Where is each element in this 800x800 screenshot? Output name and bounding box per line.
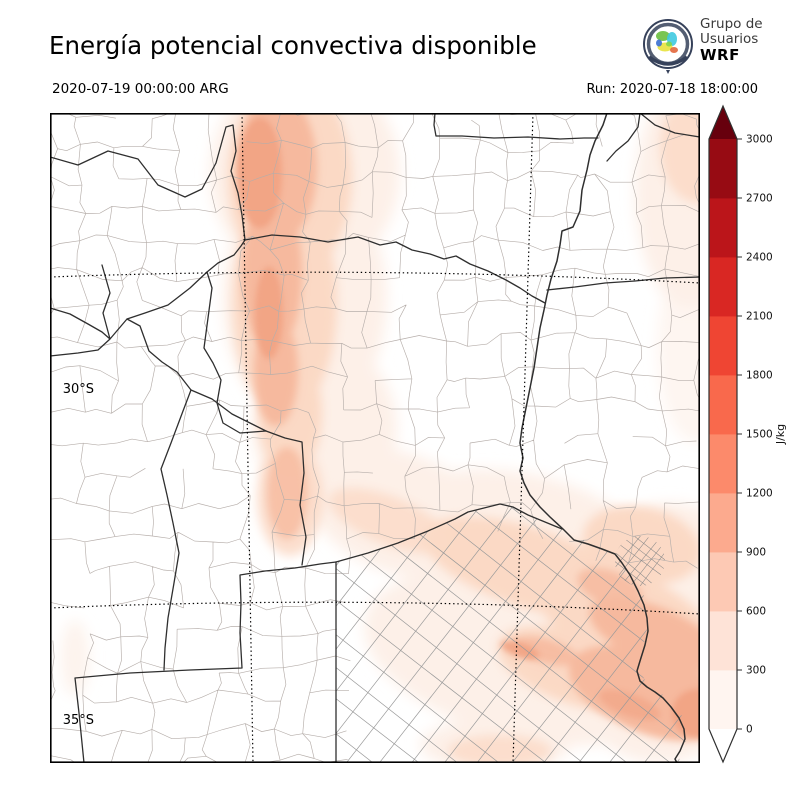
wrf-logo-emblem-icon <box>643 19 693 74</box>
page-title: Energía potencial convectiva disponible <box>49 31 537 60</box>
logo-line2: Usuarios <box>700 31 759 47</box>
svg-text:0: 0 <box>746 724 753 736</box>
svg-text:1200: 1200 <box>746 488 773 500</box>
svg-text:600: 600 <box>746 606 766 618</box>
lat-tick-30s: 30°S <box>62 382 94 397</box>
svg-text:2700: 2700 <box>746 193 773 205</box>
logo-line3: WRF <box>700 46 740 64</box>
province-borders <box>50 113 700 763</box>
svg-text:300: 300 <box>746 665 766 677</box>
map-canvas: 30°S 35°S 65°W 60°W <box>50 113 701 764</box>
map-border <box>50 113 701 764</box>
svg-text:2400: 2400 <box>746 252 773 264</box>
gridline-60w <box>512 113 534 763</box>
colorbar: 0 300 600 900 1200 1500 1800 2100 2400 2700 3000 J/… <box>700 100 800 772</box>
run-time-label: Run: 2020-07-18 18:00:00 <box>586 82 758 97</box>
lat-tick-35s: 35°S <box>62 713 94 728</box>
svg-text:900: 900 <box>746 547 766 559</box>
svg-text:3000: 3000 <box>746 134 773 146</box>
graticule-gridlines <box>50 113 700 763</box>
svg-text:2100: 2100 <box>746 311 773 323</box>
svg-text:1500: 1500 <box>746 429 773 441</box>
colorbar-svg: 0 300 600 900 1200 1500 1800 2100 2400 2700 3000 J/… <box>708 104 787 764</box>
svg-text:J/kg: J/kg <box>774 424 787 445</box>
department-borders <box>50 113 700 763</box>
logo-line1: Grupo de <box>700 16 763 32</box>
wrf-logo-text: Grupo de Usuarios WRF <box>700 17 763 63</box>
map-plot <box>50 113 701 764</box>
svg-text:1800: 1800 <box>746 370 773 382</box>
valid-time-label: 2020-07-19 00:00:00 ARG <box>52 81 229 97</box>
